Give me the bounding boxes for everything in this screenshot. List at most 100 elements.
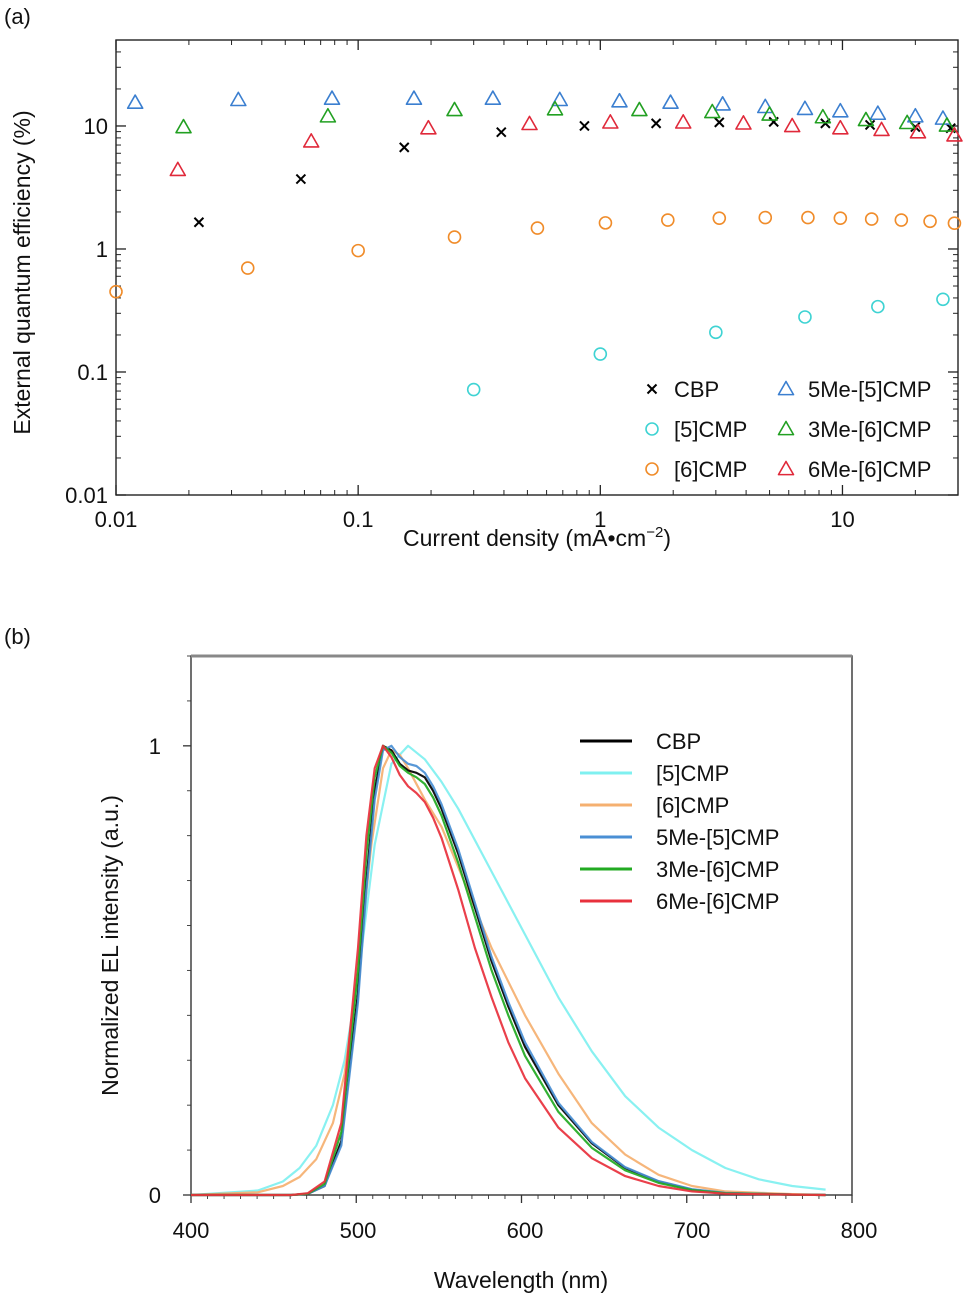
legend-marker <box>777 380 795 396</box>
data-point <box>946 126 963 142</box>
data-point <box>126 94 144 109</box>
legend-label: [5]CMP <box>656 761 729 786</box>
legend-item-cbp: CBP <box>580 729 701 754</box>
data-point <box>496 126 507 138</box>
data-point <box>712 211 727 225</box>
legend-item-6-cmp: [6]CMP <box>645 457 747 482</box>
data-point <box>873 121 890 137</box>
data-point <box>714 117 725 128</box>
data-point <box>109 284 123 299</box>
data-point <box>351 243 365 258</box>
data-point <box>907 107 924 123</box>
data-point <box>709 325 723 340</box>
x-ticks <box>190 1195 853 1203</box>
legend-marker <box>777 420 795 436</box>
data-point <box>923 214 937 229</box>
data-point <box>871 299 885 314</box>
data-point <box>602 114 619 129</box>
data-point <box>631 101 648 117</box>
data-point <box>894 213 909 227</box>
plot-frame <box>190 655 853 1196</box>
legend-label: CBP <box>674 377 719 402</box>
data-point <box>735 115 752 130</box>
data-point <box>814 108 832 124</box>
data-point <box>169 161 187 177</box>
x-axis-label: Wavelength (nm) <box>434 1267 608 1293</box>
x-axis-label-sup: −2 <box>646 524 663 541</box>
data-point <box>934 110 952 125</box>
data-point <box>598 216 613 230</box>
y-tick-label: 10 <box>84 114 108 139</box>
x-tick-label: 1 <box>594 507 606 532</box>
series-6me-6-cmp <box>169 114 963 177</box>
data-point <box>758 210 773 225</box>
panel-b-chart: (b) 400 500 600 700 800 0 1 Wavelength (nm) Norma… <box>4 624 877 1293</box>
legend-item-5-cmp: [5]CMP <box>645 417 747 442</box>
x-axis-label-main: Current density (mA•cm <box>403 525 646 551</box>
data-point <box>302 133 320 148</box>
panel-label: (a) <box>4 4 31 29</box>
x-tick-label: 600 <box>507 1218 544 1243</box>
legend-label: [6]CMP <box>674 457 747 482</box>
y-tick-label: 1 <box>96 237 108 262</box>
data-point <box>650 118 662 129</box>
data-point <box>909 123 927 139</box>
legend-label: 3Me-[6]CMP <box>656 857 779 882</box>
data-point <box>833 211 848 225</box>
legend-marker <box>645 462 659 476</box>
legend-item-3me-6-cmp: 3Me-[6]CMP <box>777 417 931 442</box>
legend-marker <box>646 383 658 395</box>
y-axis-label: External quantum efficiency (%) <box>9 110 35 434</box>
y-axis-label: Normalized EL intensity (a.u.) <box>97 795 123 1096</box>
data-point <box>857 111 875 127</box>
series-6-cmp <box>109 210 962 299</box>
x-tick-label: 800 <box>841 1218 878 1243</box>
data-point <box>484 90 502 106</box>
data-point <box>714 96 731 111</box>
y-tick-label: 0.1 <box>77 360 108 385</box>
data-point <box>193 217 205 228</box>
data-point <box>703 103 721 119</box>
series-line-6-cmp <box>190 749 826 1197</box>
y-tick-label: 0 <box>149 1183 161 1208</box>
data-point <box>323 90 341 106</box>
data-point <box>783 117 801 133</box>
data-point <box>546 100 564 116</box>
data-point <box>593 347 608 361</box>
data-point <box>869 105 887 121</box>
legend-item-5me-5-cmp: 5Me-[5]CMP <box>580 825 779 850</box>
legend: CBP [5]CMP [6]CMP 5Me-[5]CMP 3Me-[6]CMP 6Me-[… <box>645 377 931 482</box>
legend-item-3me-6-cmp: 3Me-[6]CMP <box>580 857 779 882</box>
legend-label: CBP <box>656 729 701 754</box>
panel-label: (b) <box>4 624 31 649</box>
data-point <box>936 292 950 307</box>
data-point <box>530 221 545 235</box>
data-point <box>447 230 462 244</box>
data-point <box>579 120 590 132</box>
data-point <box>240 261 255 275</box>
data-point <box>938 117 956 132</box>
data-point <box>295 173 307 185</box>
data-point <box>662 94 679 109</box>
series-5me-5-cmp <box>126 90 952 125</box>
legend-label: [6]CMP <box>656 793 729 818</box>
data-point <box>947 216 962 231</box>
legend-item-6me-6-cmp: 6Me-[6]CMP <box>580 889 779 914</box>
legend: CBP [5]CMP [6]CMP 5Me-[5]CMP 3Me-[6]CMP 6Me-[… <box>580 729 779 914</box>
legend-marker <box>645 422 659 436</box>
data-point <box>175 118 192 134</box>
data-point <box>796 100 814 116</box>
x-tick-label: 700 <box>674 1218 711 1243</box>
data-point <box>898 114 916 130</box>
plot-frame <box>115 39 959 496</box>
data-point <box>399 142 410 153</box>
series-3me-6-cmp <box>175 100 956 134</box>
data-point <box>446 101 463 117</box>
legend-item-cbp: CBP <box>646 377 719 402</box>
legend-label: 5Me-[5]CMP <box>808 377 931 402</box>
series-line-5-cmp <box>190 744 826 1197</box>
data-point <box>611 92 628 108</box>
x-tick-label: 10 <box>830 507 854 532</box>
data-point <box>798 310 812 324</box>
